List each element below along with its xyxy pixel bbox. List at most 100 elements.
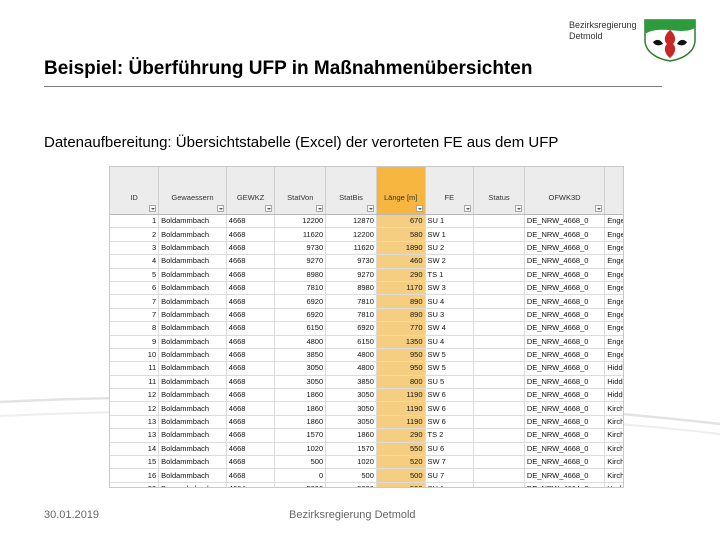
filter-dropdown-icon[interactable] [366,205,374,212]
table-cell: SU 6 [425,442,475,457]
filter-dropdown-icon[interactable] [265,205,273,212]
table-cell: 4668 [226,348,276,363]
table-cell: DE_NRW_4668_0 [524,428,606,443]
column-header-label: GN [605,167,623,202]
filter-dropdown-icon[interactable] [149,205,157,212]
table-cell: Boldammbach [158,388,227,403]
table-cell [473,482,525,487]
table-cell: 4668 [226,321,276,336]
table-cell: SU 7 [425,468,475,483]
fe-overview-table: ID Gewaessern GEWKZ StatVon StatBis Länge [m]… [110,167,623,487]
table-cell: 12200 [274,214,327,229]
table-cell: Enger [604,268,623,282]
filter-dropdown-icon[interactable] [464,205,472,212]
table-cell: DE_NRW_4668_0 [524,214,606,229]
table-cell: 4668 [226,294,276,309]
table-cell [473,335,525,349]
table-cell: 3850 [325,375,377,390]
table-cell: Boldammbach [158,428,227,443]
filter-dropdown-icon[interactable] [316,205,324,212]
table-cell: 4664 [226,482,276,487]
table-cell: Kirchlengern [604,401,623,416]
table-cell: 12870 [325,214,377,229]
table-cell: 4668 [226,428,276,443]
table-cell: Enger [604,227,623,242]
table-cell: DE_NRW_4668_0 [524,388,606,403]
table-cell [473,455,525,470]
table-cell: 670 [376,214,426,229]
table-cell [473,308,525,323]
filter-dropdown-icon[interactable] [595,205,603,212]
table-cell: DE_NRW_4668_0 [524,455,606,470]
table-cell: 9730 [325,254,377,269]
table-cell: DE_NRW_4664_0 [524,482,606,487]
table-cell: Kirchlengern [604,442,623,457]
table-cell: 1170 [376,281,426,296]
table-cell: SW 7 [425,455,475,470]
table-cell: SU 4 [425,335,475,349]
table-cell: 550 [376,442,426,457]
table-cell: Kirchlengern [604,428,623,443]
table-cell: SW 6 [425,388,475,403]
table-cell: 520 [376,455,426,470]
table-cell: SW 6 [425,401,475,416]
table-cell: Enger [604,281,623,296]
table-row: 16 Boldammbach 4668 0 500 500 SU 7 DE_NRW_4668_… [110,468,623,483]
table-cell: DE_NRW_4668_0 [524,335,606,349]
table-cell: SW 5 [425,361,475,376]
table-cell: 4668 [226,308,276,323]
table-cell: 4668 [226,241,276,256]
table-cell: 7810 [325,308,377,323]
table-cell: Boldammbach [158,281,227,296]
table-cell: 9270 [325,268,377,282]
table-cell: 1190 [376,401,426,416]
table-cell: 500 [376,482,426,487]
table-cell: 8980 [325,281,377,296]
table-row: 7 Boldammbach 4668 6920 7810 890 SU 4 DE_NRW_46… [110,294,623,309]
table-row: 3 Boldammbach 4668 9730 11620 1890 SU 2 DE_NRW_… [110,241,623,256]
table-cell: 950 [376,361,426,376]
table-cell: Hiddenhause [604,388,623,403]
table-cell [473,214,525,229]
table-cell: 800 [376,375,426,390]
table-cell: Enger [604,348,623,363]
table-cell [473,321,525,336]
column-header: GN [604,167,623,215]
table-cell [473,428,525,443]
table-cell: SW 5 [425,348,475,363]
filter-dropdown-icon[interactable] [514,205,522,212]
filter-dropdown-icon[interactable] [415,205,423,212]
table-row: 8 Boldammbach 4668 6150 6920 770 SW 4 DE_NRW_46… [110,321,623,336]
table-cell: Herford [604,482,623,487]
table-cell: 1570 [325,442,377,457]
table-cell: DE_NRW_4668_0 [524,308,606,323]
slide-subtitle: Datenaufbereitung: Übersichtstabelle (Ex… [44,134,559,151]
table-cell: DE_NRW_4668_0 [524,348,606,363]
table-cell: DE_NRW_4668_0 [524,254,606,269]
table-cell: SU 2 [425,241,475,256]
table-cell: DE_NRW_4668_0 [524,442,606,457]
table-cell: Enger [604,335,623,349]
table-cell [473,241,525,256]
table-cell: SU 5 [425,375,475,390]
table-row: 15 Boldammbach 4668 500 1020 520 SW 7 DE_NRW_46… [110,455,623,470]
table-cell [473,415,525,430]
table-cell: Kirchlengern [604,468,623,483]
table-cell: 4668 [226,214,276,229]
table-cell: Boldammbach [158,442,227,457]
table-cell: 1190 [376,388,426,403]
table-cell: 7810 [325,294,377,309]
table-cell: Boldammbach [158,401,227,416]
table-row: 20Bramschebach466453005800500SU 1 DE_NRW_… [110,482,623,487]
table-cell: 11 [110,375,160,390]
table-cell: 7 [110,294,160,309]
table-cell: 5800 [325,482,377,487]
table-cell: SU 4 [425,294,475,309]
table-row: 7 Boldammbach 4668 6920 7810 890 SU 3 DE_NRW_46… [110,308,623,323]
table-cell: 15 [110,455,160,470]
table-cell: SU 1 [425,482,475,487]
table-cell [473,401,525,416]
filter-dropdown-icon[interactable] [216,205,224,212]
table-cell: Boldammbach [158,268,227,282]
table-cell: Boldammbach [158,294,227,309]
